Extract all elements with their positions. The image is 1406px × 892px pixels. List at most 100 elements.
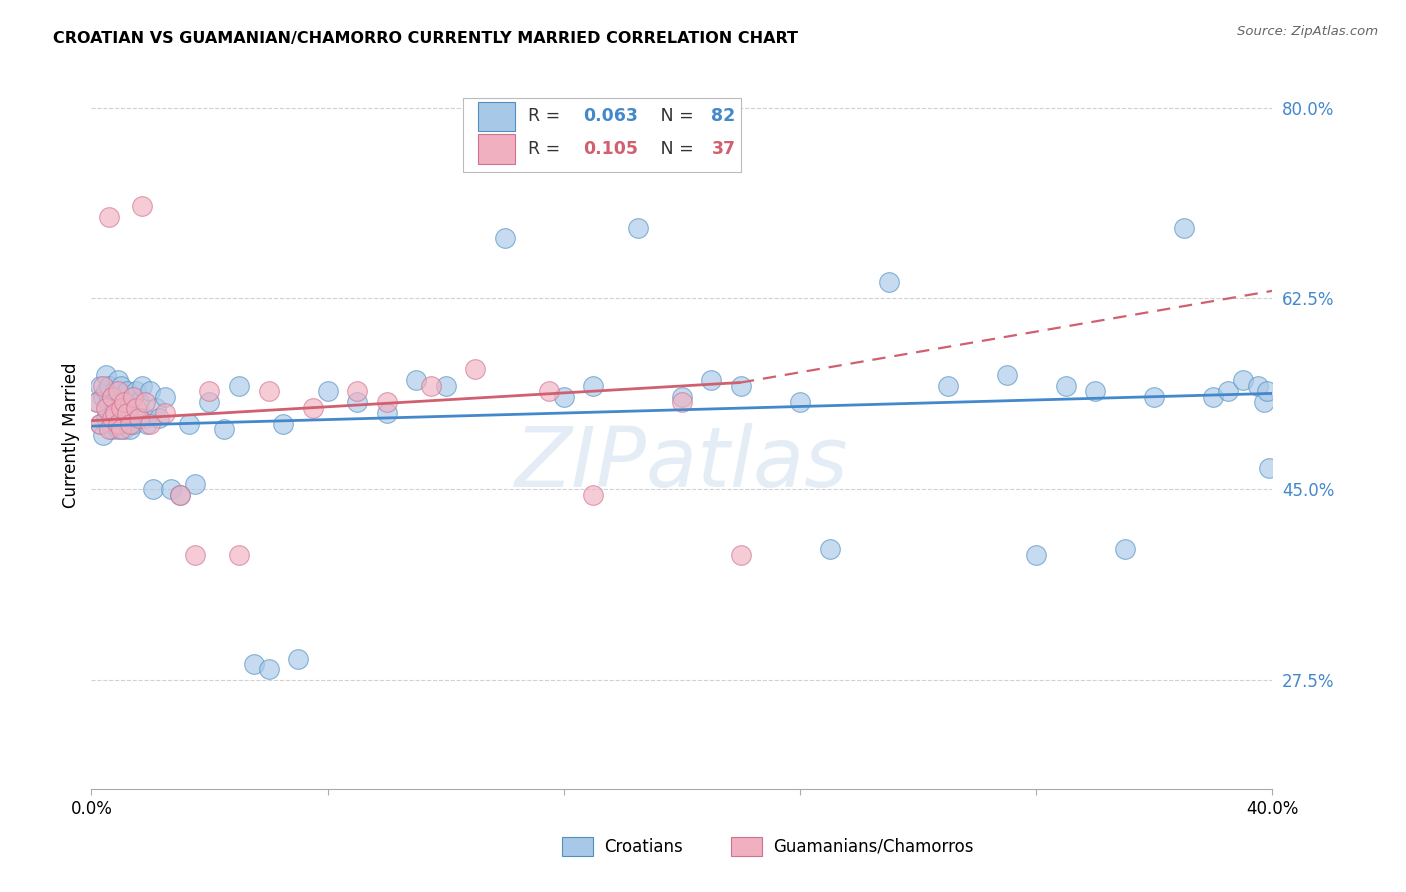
Point <box>96 411 118 425</box>
Point <box>153 390 177 404</box>
Point <box>145 401 167 415</box>
Point <box>730 378 752 392</box>
Point <box>346 384 368 399</box>
Point <box>91 378 114 392</box>
Point <box>128 411 150 425</box>
Point <box>198 384 221 399</box>
Point <box>124 384 148 399</box>
Point <box>91 427 114 442</box>
Text: R =: R = <box>529 107 567 126</box>
Point <box>107 384 129 399</box>
Text: 82: 82 <box>711 107 735 126</box>
Point <box>115 406 138 420</box>
Point <box>98 406 121 420</box>
Point <box>134 395 156 409</box>
Point <box>101 390 124 404</box>
Point <box>107 417 129 431</box>
Point <box>153 406 177 420</box>
Point <box>301 401 323 415</box>
Point <box>877 275 900 289</box>
Text: Source: ZipAtlas.com: Source: ZipAtlas.com <box>1237 25 1378 38</box>
Point <box>243 657 266 671</box>
Point <box>818 542 841 557</box>
Point <box>136 417 159 431</box>
Point <box>169 488 191 502</box>
Point <box>110 378 132 392</box>
Point <box>214 422 236 436</box>
Point <box>671 395 693 409</box>
Point <box>142 483 165 497</box>
Point <box>118 395 141 409</box>
Point <box>101 411 124 425</box>
Point <box>110 401 132 415</box>
Point <box>89 417 111 431</box>
Point <box>89 417 111 431</box>
Text: 37: 37 <box>711 140 735 158</box>
Point <box>131 199 153 213</box>
Text: Guamanians/Chamorros: Guamanians/Chamorros <box>773 838 974 855</box>
Point <box>1173 220 1195 235</box>
Point <box>131 378 153 392</box>
Point <box>110 411 132 425</box>
FancyBboxPatch shape <box>464 98 741 172</box>
Point <box>419 378 441 392</box>
Point <box>537 384 560 399</box>
Text: ZIPatlas: ZIPatlas <box>515 423 849 504</box>
Point <box>118 422 141 436</box>
Point <box>1247 378 1270 392</box>
Point <box>86 395 108 409</box>
Point <box>107 422 129 436</box>
Point <box>169 488 191 502</box>
Point <box>257 384 280 399</box>
Bar <box>478 102 516 131</box>
Point <box>112 422 135 436</box>
Point <box>287 651 309 665</box>
Point <box>1025 548 1047 562</box>
Point <box>98 422 121 436</box>
Point <box>936 378 959 392</box>
Point <box>198 395 221 409</box>
Point <box>91 390 114 404</box>
Point <box>316 384 339 399</box>
Point <box>1232 373 1254 387</box>
Point <box>89 378 111 392</box>
Point <box>177 417 200 431</box>
Point <box>128 411 150 425</box>
Point <box>582 488 605 502</box>
Point <box>995 368 1018 382</box>
Point <box>789 395 811 409</box>
Point <box>96 368 118 382</box>
Point <box>98 210 121 224</box>
Point <box>121 417 143 431</box>
Point <box>627 220 650 235</box>
Point <box>112 395 135 409</box>
Point <box>86 395 108 409</box>
Point <box>1143 390 1166 404</box>
Point <box>1054 378 1077 392</box>
Point <box>582 378 605 392</box>
Text: Croatians: Croatians <box>605 838 683 855</box>
Point <box>104 406 127 420</box>
Point <box>464 362 486 376</box>
Point <box>730 548 752 562</box>
Point <box>434 378 457 392</box>
Point <box>104 401 127 415</box>
Point <box>118 417 141 431</box>
Point <box>128 395 150 409</box>
Y-axis label: Currently Married: Currently Married <box>62 362 80 508</box>
Point <box>700 373 723 387</box>
Point <box>257 662 280 676</box>
Bar <box>478 134 516 164</box>
Point <box>107 373 129 387</box>
Point <box>98 395 121 409</box>
Point <box>553 390 575 404</box>
Point <box>134 411 156 425</box>
Point <box>1084 384 1107 399</box>
Text: 0.063: 0.063 <box>582 107 637 126</box>
Point <box>115 384 138 399</box>
Point <box>121 390 143 404</box>
Point <box>104 384 127 399</box>
Point <box>101 422 124 436</box>
Point <box>98 378 121 392</box>
Point <box>1258 460 1281 475</box>
